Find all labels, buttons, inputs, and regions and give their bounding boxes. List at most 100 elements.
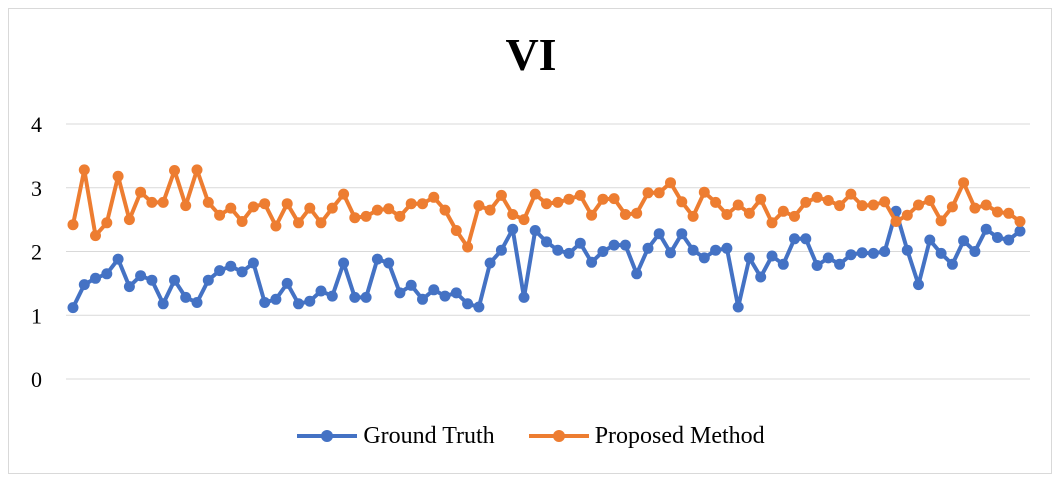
data-point-proposed-method bbox=[698, 186, 710, 198]
data-point-proposed-method bbox=[1003, 207, 1015, 219]
data-point-proposed-method bbox=[935, 215, 947, 227]
data-point-proposed-method bbox=[417, 198, 428, 210]
data-point-proposed-method bbox=[586, 209, 598, 221]
data-point-ground-truth bbox=[462, 298, 474, 310]
data-point-proposed-method bbox=[755, 193, 767, 205]
data-point-ground-truth bbox=[259, 297, 271, 308]
data-point-proposed-method bbox=[552, 196, 564, 208]
data-point-ground-truth bbox=[191, 297, 203, 308]
data-point-proposed-method bbox=[326, 202, 338, 214]
legend-swatch-proposed-method bbox=[528, 430, 589, 442]
data-point-ground-truth bbox=[315, 285, 327, 297]
data-point-proposed-method bbox=[123, 214, 135, 226]
data-point-ground-truth bbox=[924, 234, 936, 246]
data-point-ground-truth bbox=[619, 239, 631, 251]
data-point-proposed-method bbox=[958, 177, 970, 189]
data-point-proposed-method bbox=[293, 217, 304, 229]
data-point-ground-truth bbox=[676, 228, 688, 240]
data-point-ground-truth bbox=[146, 274, 158, 286]
data-point-ground-truth bbox=[574, 237, 586, 249]
data-point-ground-truth bbox=[394, 287, 406, 299]
legend-swatch-ground-truth bbox=[297, 430, 358, 442]
data-point-ground-truth bbox=[901, 244, 913, 256]
y-axis-tick-labels: 0 1 2 3 4 bbox=[31, 112, 42, 392]
legend-item-proposed-method: Proposed Method bbox=[528, 423, 765, 450]
data-point-ground-truth bbox=[721, 242, 733, 254]
data-point-ground-truth bbox=[777, 258, 789, 270]
data-point-proposed-method bbox=[665, 177, 676, 189]
data-point-proposed-method bbox=[834, 200, 846, 212]
legend: Ground Truth Proposed Method bbox=[0, 418, 1062, 454]
data-point-proposed-method bbox=[856, 200, 868, 212]
data-point-ground-truth bbox=[1014, 225, 1026, 237]
data-point-ground-truth bbox=[834, 258, 846, 270]
data-point-proposed-method bbox=[822, 195, 834, 206]
data-point-ground-truth bbox=[946, 258, 958, 270]
y-tick-label: 2 bbox=[31, 240, 42, 265]
data-point-ground-truth bbox=[293, 298, 304, 310]
data-point-ground-truth bbox=[541, 236, 552, 248]
data-point-ground-truth bbox=[653, 228, 665, 240]
legend-label-ground-truth: Ground Truth bbox=[363, 422, 495, 449]
data-point-ground-truth bbox=[383, 257, 395, 269]
data-point-ground-truth bbox=[980, 223, 992, 235]
data-point-ground-truth bbox=[563, 247, 575, 259]
data-point-proposed-method bbox=[980, 199, 992, 211]
series-ground-truth bbox=[67, 205, 1026, 314]
data-point-proposed-method bbox=[541, 198, 552, 210]
data-point-proposed-method bbox=[281, 198, 293, 210]
data-point-ground-truth bbox=[631, 268, 643, 280]
series-proposed-method bbox=[67, 164, 1026, 253]
data-point-proposed-method bbox=[304, 202, 316, 214]
chart-title: VI bbox=[505, 29, 557, 80]
data-point-ground-truth bbox=[743, 252, 755, 264]
series-layer bbox=[67, 164, 1026, 314]
data-point-ground-truth bbox=[484, 257, 496, 269]
data-point-ground-truth bbox=[958, 235, 970, 247]
data-point-proposed-method bbox=[157, 196, 169, 208]
data-point-proposed-method bbox=[450, 225, 462, 236]
data-point-ground-truth bbox=[518, 291, 530, 303]
data-point-ground-truth bbox=[687, 244, 699, 256]
data-point-ground-truth bbox=[439, 290, 451, 302]
data-point-ground-truth bbox=[642, 242, 654, 254]
data-point-ground-truth bbox=[428, 284, 440, 296]
data-point-proposed-method bbox=[259, 198, 271, 210]
data-point-proposed-method bbox=[597, 193, 609, 205]
data-point-proposed-method bbox=[890, 216, 902, 227]
data-point-proposed-method bbox=[687, 210, 699, 222]
data-point-proposed-method bbox=[992, 206, 1003, 218]
data-point-proposed-method bbox=[946, 201, 958, 213]
data-point-ground-truth bbox=[270, 293, 282, 305]
data-point-ground-truth bbox=[586, 256, 598, 268]
data-point-ground-truth bbox=[202, 274, 214, 286]
data-point-proposed-method bbox=[845, 188, 857, 200]
data-point-ground-truth bbox=[507, 223, 519, 235]
data-point-proposed-method bbox=[676, 196, 688, 208]
data-point-proposed-method bbox=[135, 186, 147, 198]
data-point-ground-truth bbox=[608, 239, 620, 251]
data-point-ground-truth bbox=[225, 260, 237, 272]
data-point-proposed-method bbox=[191, 164, 203, 176]
data-point-proposed-method bbox=[811, 191, 823, 203]
data-point-proposed-method bbox=[721, 209, 733, 220]
data-point-ground-truth bbox=[349, 291, 361, 303]
data-point-ground-truth bbox=[78, 279, 90, 291]
data-point-ground-truth bbox=[495, 244, 507, 256]
data-point-proposed-method bbox=[913, 199, 924, 211]
data-point-proposed-method bbox=[574, 189, 586, 201]
data-point-ground-truth bbox=[867, 247, 879, 259]
data-point-proposed-method bbox=[924, 195, 936, 206]
data-point-proposed-method bbox=[270, 220, 282, 232]
data-point-proposed-method bbox=[180, 200, 192, 212]
data-point-ground-truth bbox=[789, 233, 800, 245]
data-point-ground-truth bbox=[360, 291, 372, 303]
data-point-proposed-method bbox=[732, 199, 744, 211]
data-point-proposed-method bbox=[507, 209, 519, 220]
data-point-proposed-method bbox=[214, 209, 226, 221]
legend-item-ground-truth: Ground Truth bbox=[297, 422, 495, 450]
data-point-ground-truth bbox=[665, 247, 676, 259]
data-point-ground-truth bbox=[247, 257, 259, 269]
series-line-ground-truth bbox=[71, 209, 1022, 309]
